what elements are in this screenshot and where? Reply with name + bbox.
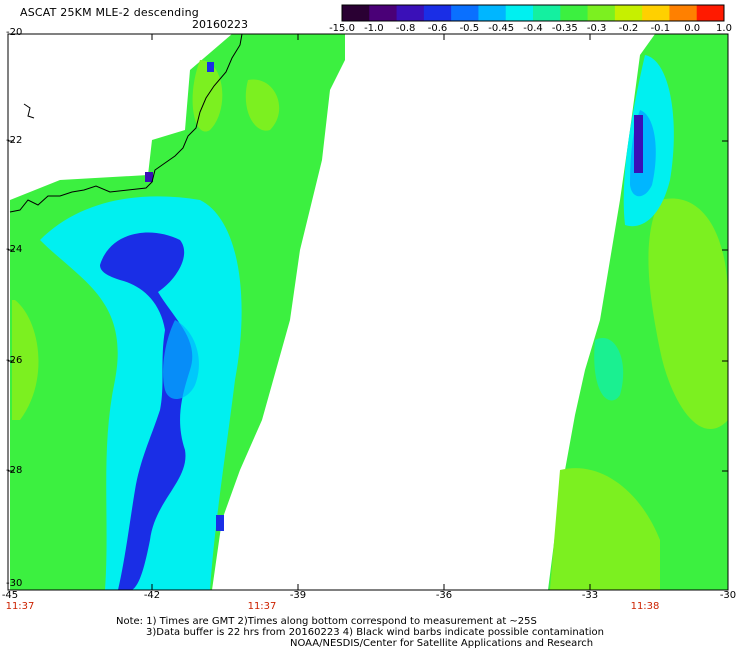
colorbar-swatch <box>614 5 643 21</box>
colorbar-swatch <box>478 5 507 21</box>
coastline-island <box>23 103 35 119</box>
time-label: 11:38 <box>630 601 660 612</box>
chart-title: ASCAT 25KM MLE-2 descending <box>20 6 199 19</box>
swath-east-base <box>548 34 728 590</box>
colorbar-label: -0.1 <box>650 23 671 34</box>
colorbar-frame <box>341 4 725 22</box>
time-label: 11:37 <box>5 601 35 612</box>
colorbar-swatch <box>587 5 616 21</box>
colorbar <box>341 4 725 22</box>
y-tick-label: -30 <box>6 578 23 589</box>
colorbar-swatch <box>342 5 370 21</box>
swath-west-indigo-pixel <box>145 172 153 182</box>
colorbar-swatch <box>642 5 670 21</box>
colorbar-swatch <box>533 5 561 21</box>
colorbar-label: -15.0 <box>329 23 355 34</box>
tick-marks <box>7 33 729 591</box>
x-tick-label: -42 <box>143 590 161 601</box>
swath-west-lime <box>12 60 280 420</box>
swath-west-skyblue <box>163 320 199 400</box>
colorbar-swatch <box>505 5 534 21</box>
colorbar-swatch <box>423 5 452 21</box>
coastline <box>9 33 243 213</box>
colorbar-label: -0.8 <box>395 23 416 34</box>
chart-date: 20160223 <box>192 18 248 31</box>
swath-west-blue-pixel <box>207 62 214 72</box>
swath-east-aqua <box>594 338 624 401</box>
coastline-brazil <box>9 33 243 213</box>
swath-west-blue-pixel-2 <box>216 515 224 531</box>
colorbar-swatch <box>560 5 589 21</box>
time-label: 11:37 <box>247 601 277 612</box>
colorbar-label: -0.2 <box>618 23 639 34</box>
x-tick-label: -39 <box>289 590 307 601</box>
x-tick-label: -45 <box>1 590 19 601</box>
plot-frame <box>7 33 729 591</box>
colorbar-swatch <box>696 5 725 21</box>
x-tick-label: -30 <box>719 590 737 601</box>
swath-west-cyan <box>40 196 242 591</box>
colorbar-swatch <box>451 5 479 21</box>
swath-east-lime <box>550 198 728 590</box>
colorbar-label: 1.0 <box>716 23 732 34</box>
x-tick-label: -33 <box>581 590 599 601</box>
swath-east <box>548 34 728 590</box>
colorbar-label: 0.0 <box>684 23 701 34</box>
colorbar-label: -1.0 <box>364 23 384 34</box>
colorbar-swatch <box>369 5 398 21</box>
x-tick-label: -36 <box>435 590 453 601</box>
colorbar-label: -0.45 <box>488 23 515 34</box>
colorbar-label: -0.3 <box>586 23 607 34</box>
y-tick-label: -26 <box>6 355 23 366</box>
swath-west <box>10 34 345 591</box>
colorbar-label: -0.6 <box>427 23 448 34</box>
note-line-1: Note: 1) Times are GMT 2)Times along bot… <box>116 616 537 627</box>
note-line-3: NOAA/NESDIS/Center for Satellite Applica… <box>290 638 594 649</box>
note-line-2: 3)Data buffer is 22 hrs from 20160223 4)… <box>146 627 604 638</box>
colorbar-label: -0.35 <box>551 23 578 34</box>
swath-west-blue <box>100 232 193 590</box>
y-tick-label: -20 <box>6 27 23 38</box>
colorbar-label: -0.4 <box>523 23 543 34</box>
y-tick-label: -28 <box>6 465 23 476</box>
colorbar-swatch <box>669 5 698 21</box>
colorbar-label: -0.5 <box>459 23 480 34</box>
colorbar-swatch <box>396 5 425 21</box>
swath-east-blue-strip <box>634 115 643 173</box>
y-tick-label: -22 <box>6 135 23 146</box>
y-tick-label: -24 <box>6 244 23 255</box>
